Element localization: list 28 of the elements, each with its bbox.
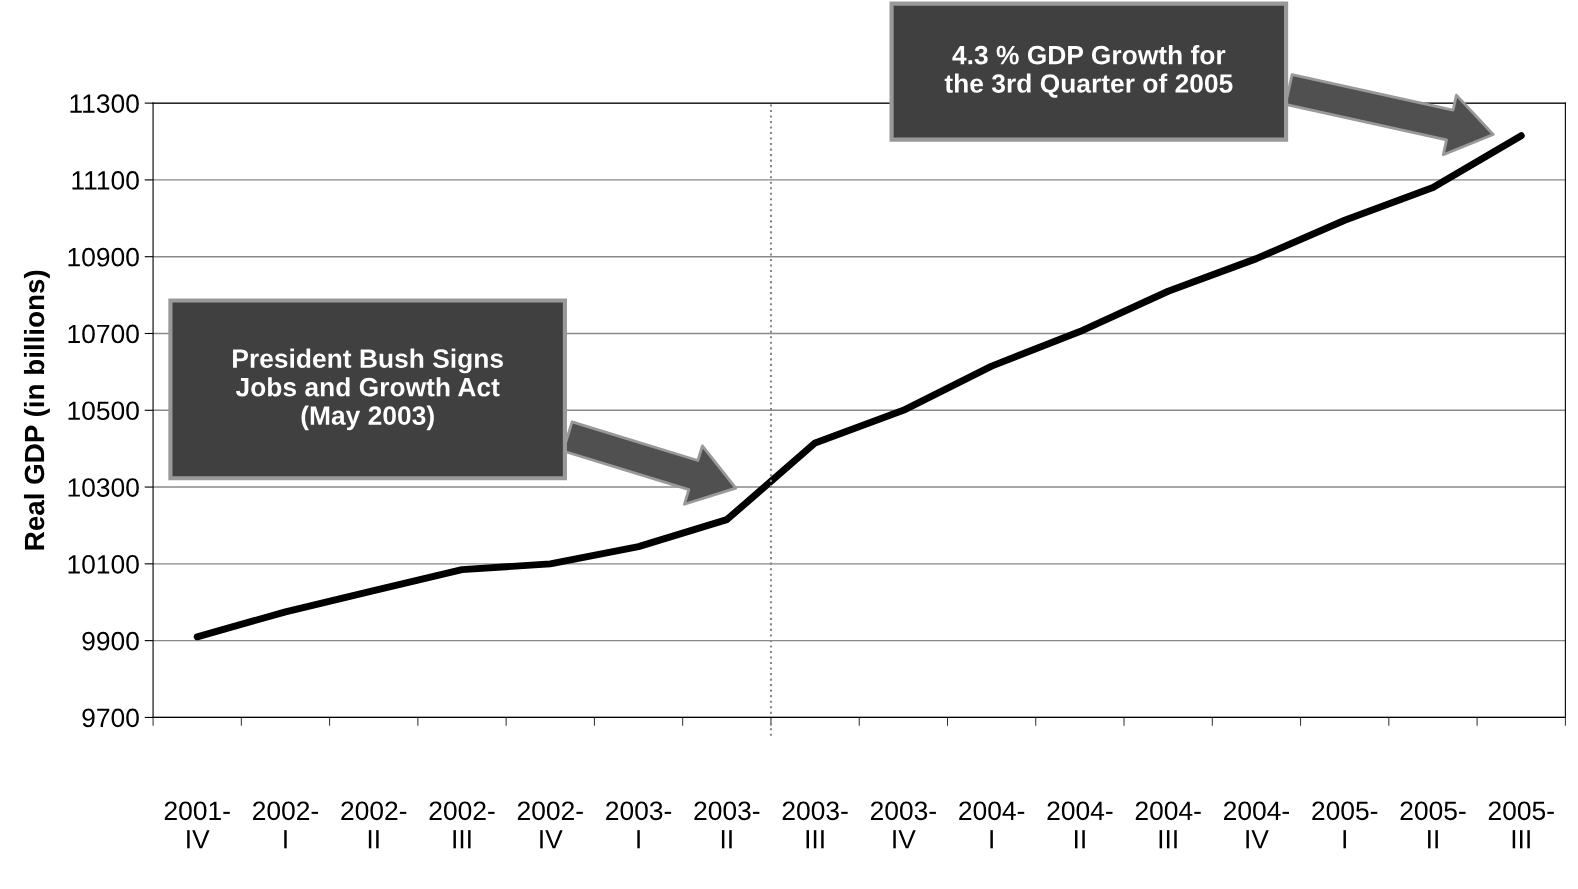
x-tick-label: 2005- III <box>1488 801 1554 849</box>
x-tick-label: 2003- II <box>694 801 760 849</box>
x-tick-label: 2004- III <box>1135 801 1201 849</box>
annotation: President Bush Signs Jobs and Growth Act (May 2003) <box>233 348 503 431</box>
y-axis-title: Real GDP (in billions) <box>23 270 50 550</box>
x-tick-label: 2003- I <box>606 801 672 849</box>
x-tick-label: 2003- III <box>782 801 848 849</box>
y-tick-label: 9900 <box>82 631 139 651</box>
y-tick-label: 10100 <box>68 554 139 574</box>
x-tick-label: 2004- II <box>1047 801 1113 849</box>
text: 4.3 % GDP Growth for the 3rd Quarter of 2005 <box>944 45 1233 98</box>
x-tick-label: 2005- II <box>1400 801 1466 849</box>
x-tick-label: 2002- I <box>253 801 319 849</box>
y-tick-label: 10900 <box>68 247 139 267</box>
y-tick-label: 10700 <box>68 324 139 344</box>
y-tick-label: 10500 <box>68 401 139 421</box>
x-tick-label: 2004- IV <box>1224 801 1290 849</box>
x-tick-label: 2001- IV <box>164 801 230 849</box>
x-tick-label: 2002- IV <box>517 801 583 849</box>
x-tick-label: 2005- I <box>1312 801 1378 849</box>
x-tick-label: 2002- III <box>429 801 495 849</box>
y-tick-label: 11100 <box>72 171 139 190</box>
x-tick-label: 2004- I <box>959 801 1025 849</box>
y-tick-label: 9700 <box>82 708 139 728</box>
x-tick-label: 2003- IV <box>870 801 936 849</box>
x-tick-label: 2002- II <box>341 801 407 849</box>
y-tick-label: 10300 <box>68 478 139 497</box>
y-tick-label: 11300 <box>70 94 139 113</box>
